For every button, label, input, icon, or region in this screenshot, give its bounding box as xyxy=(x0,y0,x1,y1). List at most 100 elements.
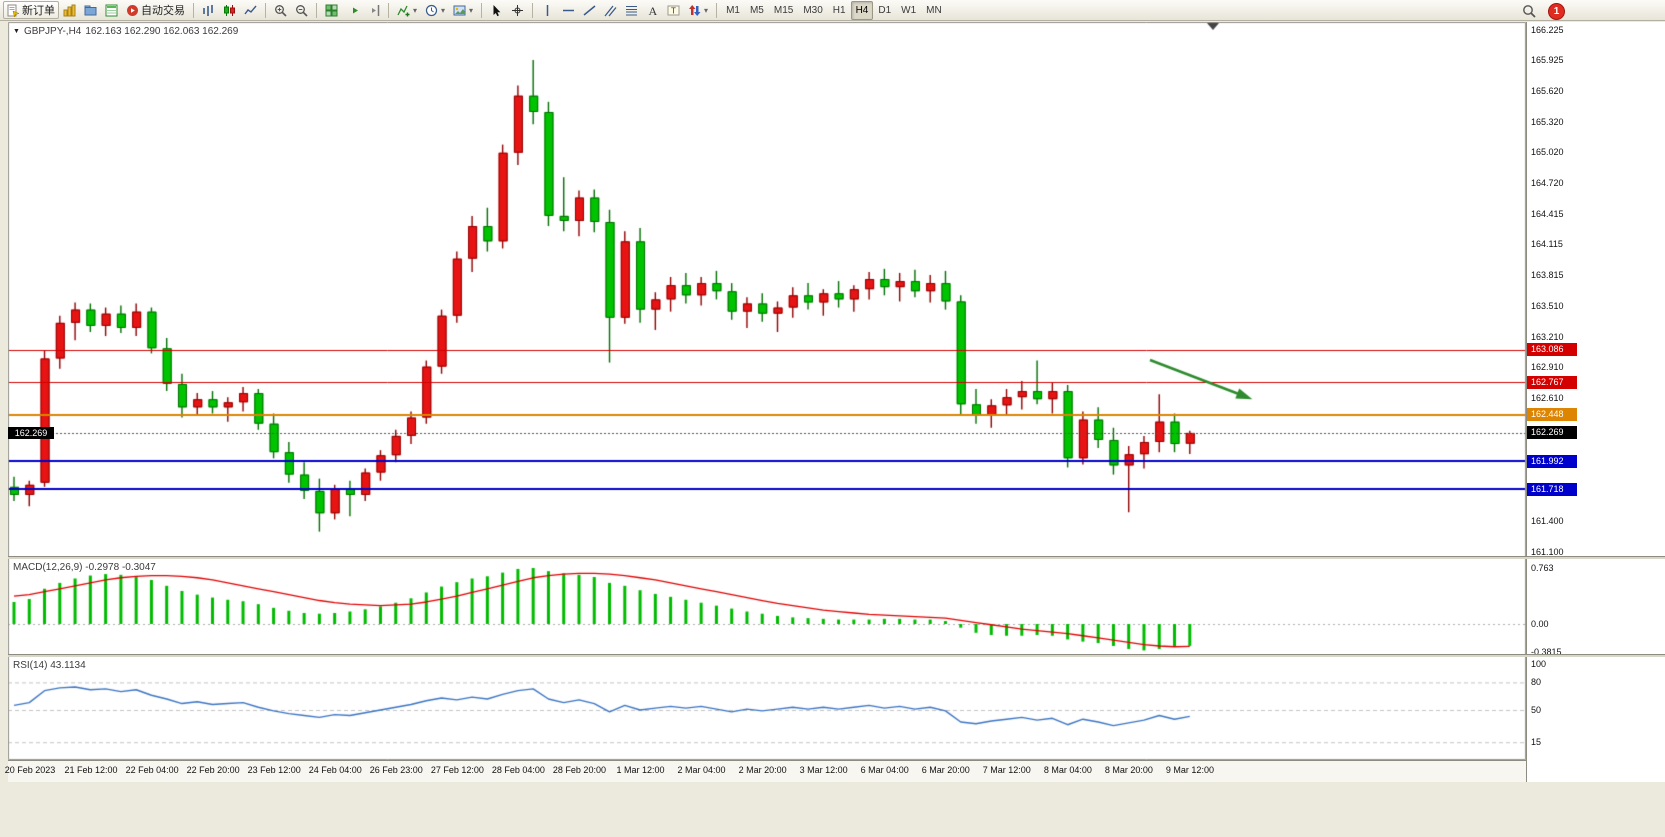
text-icon: A xyxy=(646,4,659,17)
price-tick: 166.225 xyxy=(1531,24,1564,35)
price-tick: 164.720 xyxy=(1531,177,1564,188)
time-label: 22 Feb 20:00 xyxy=(186,765,240,775)
toolbar-separator xyxy=(481,2,483,18)
candlestick-chart-button[interactable] xyxy=(219,1,240,19)
time-label: 3 Mar 12:00 xyxy=(799,765,848,775)
chart-shift-icon xyxy=(367,4,380,17)
chart-title: ▼ GBPJPY-,H4 162.163 162.290 162.063 162… xyxy=(13,26,238,37)
chevron-down-icon: ▾ xyxy=(704,5,709,15)
toolbar-buttons: 新订单 自动交易 ▾ ▾ ▾ A T ▾ M1 M5 M15 M30 H1 H4 D1 W1 MN xyxy=(3,0,947,20)
zoom-in-button[interactable] xyxy=(270,1,291,19)
rsi-indicator-label: RSI(14) 43.1134 xyxy=(13,660,86,671)
tile-windows-button[interactable] xyxy=(321,1,342,19)
channel-icon xyxy=(604,4,617,17)
price-flag: 161.718 xyxy=(1527,482,1577,496)
toolbar-separator xyxy=(716,2,718,18)
fibonacci-icon xyxy=(625,4,638,17)
arrows-button[interactable]: ▾ xyxy=(684,1,712,19)
templates-button[interactable]: ▾ xyxy=(449,1,477,19)
timeframe-button-w1[interactable]: W1 xyxy=(901,4,917,16)
time-axis[interactable]: 20 Feb 2023 21 Feb 12:00 22 Feb 04:00 22 Fe… xyxy=(5,760,1526,782)
chart-window: ▼ GBPJPY-,H4 162.163 162.290 162.063 162… xyxy=(8,22,1526,760)
timeframe-button-h4[interactable]: H4 xyxy=(850,0,874,20)
time-label: 22 Feb 04:00 xyxy=(125,765,179,775)
line-chart-button[interactable] xyxy=(240,1,261,19)
timeframe-button-m5[interactable]: M5 xyxy=(749,4,764,16)
vertical-line-button[interactable] xyxy=(537,1,558,19)
zoom-out-icon xyxy=(295,4,308,17)
timeframe-button-mn[interactable]: MN xyxy=(926,4,942,16)
macd-indicator-label: MACD(12,26,9) -0.2978 -0.3047 xyxy=(13,562,156,573)
horizontal-line-button[interactable] xyxy=(558,1,579,19)
time-label: 9 Mar 12:00 xyxy=(1165,765,1214,775)
price-tick: 164.115 xyxy=(1531,239,1563,250)
price-axis[interactable]: 166.225 165.925 165.620 165.320 165.020 164.7… xyxy=(1526,22,1665,782)
auto-scroll-icon xyxy=(346,4,359,17)
timeframe-button-m15[interactable]: M15 xyxy=(773,4,794,16)
timeframe-button-m30[interactable]: M30 xyxy=(803,4,823,16)
macd-scale-tick: -0.3815 xyxy=(1531,646,1562,657)
horizontal-line-icon xyxy=(562,4,575,17)
new-order-label: 新订单 xyxy=(22,5,55,17)
indicators-icon xyxy=(397,4,410,17)
data-window-button[interactable] xyxy=(101,1,122,19)
panel-separator[interactable] xyxy=(8,654,1665,657)
price-tick: 163.815 xyxy=(1531,269,1564,280)
toolbar-separator xyxy=(316,2,317,18)
macd-scale-tick: 0.00 xyxy=(1531,618,1549,629)
crosshair-button[interactable] xyxy=(507,1,528,19)
time-label: 8 Mar 20:00 xyxy=(1104,765,1153,775)
price-flag: 162.767 xyxy=(1527,375,1577,389)
timeframe-button-h1[interactable]: H1 xyxy=(832,4,846,16)
timeframe-button-m1[interactable]: M1 xyxy=(726,4,740,16)
zoom-out-button[interactable] xyxy=(291,1,312,19)
price-flag: 161.992 xyxy=(1527,454,1577,468)
equidistant-channel-button[interactable] xyxy=(600,1,621,19)
time-label: 23 Feb 12:00 xyxy=(247,765,301,775)
chart-symbol-period: GBPJPY-,H4 xyxy=(23,26,82,37)
vertical-line-icon xyxy=(541,4,554,17)
chart-shift-button[interactable] xyxy=(363,1,384,19)
fibonacci-button[interactable] xyxy=(621,1,642,19)
profiles-button[interactable] xyxy=(80,1,101,19)
notification-badge[interactable]: 1 xyxy=(1548,2,1565,20)
cursor-button[interactable] xyxy=(486,1,507,19)
time-label: 28 Feb 20:00 xyxy=(552,765,606,775)
svg-text:T: T xyxy=(671,6,676,15)
chart-ohlc-values: 162.163 162.290 162.063 162.269 xyxy=(85,26,239,37)
line-chart-icon xyxy=(244,4,257,17)
search-button[interactable] xyxy=(1518,2,1540,20)
chart-canvas[interactable] xyxy=(8,22,1526,760)
candles-icon xyxy=(223,4,236,17)
panel-separator[interactable] xyxy=(8,556,1665,559)
price-tick: 161.400 xyxy=(1531,515,1564,526)
time-label: 2 Mar 04:00 xyxy=(677,765,726,775)
price-tick: 164.415 xyxy=(1531,208,1564,219)
macd-scale-tick: 0.763 xyxy=(1531,562,1554,573)
price-tick: 165.925 xyxy=(1531,55,1564,66)
toolbar-separator xyxy=(388,2,389,18)
indicators-button[interactable]: ▾ xyxy=(393,1,421,19)
timeframe-button-d1[interactable]: D1 xyxy=(878,4,892,16)
auto-scroll-button[interactable] xyxy=(342,1,363,19)
new-chart-button[interactable] xyxy=(59,1,80,19)
price-tick: 162.910 xyxy=(1531,362,1564,373)
new-order-button[interactable]: 新订单 xyxy=(3,1,59,19)
bid-price-label-left: 162.269 xyxy=(8,426,54,439)
bar-chart-button[interactable] xyxy=(198,1,219,19)
trendline-icon xyxy=(583,4,596,17)
time-label: 21 Feb 12:00 xyxy=(64,765,118,775)
bid-price-flag: 162.269 xyxy=(1527,426,1577,440)
new-chart-icon xyxy=(63,4,76,17)
price-tick: 163.510 xyxy=(1531,301,1564,312)
collapse-triangle-icon[interactable]: ▼ xyxy=(13,28,20,35)
templates-icon xyxy=(453,4,466,17)
text-label-button[interactable]: T xyxy=(663,1,684,19)
trendline-button[interactable] xyxy=(579,1,600,19)
periods-button[interactable]: ▾ xyxy=(421,1,449,19)
price-tick: 161.100 xyxy=(1531,546,1564,557)
autotrading-button[interactable]: 自动交易 xyxy=(122,1,189,19)
toolbar: 新订单 自动交易 ▾ ▾ ▾ A T ▾ M1 M5 M15 M30 H1 H4 D1 W1 MN 1 xyxy=(0,0,1665,21)
text-button[interactable]: A xyxy=(642,1,663,19)
profiles-icon xyxy=(84,4,97,17)
